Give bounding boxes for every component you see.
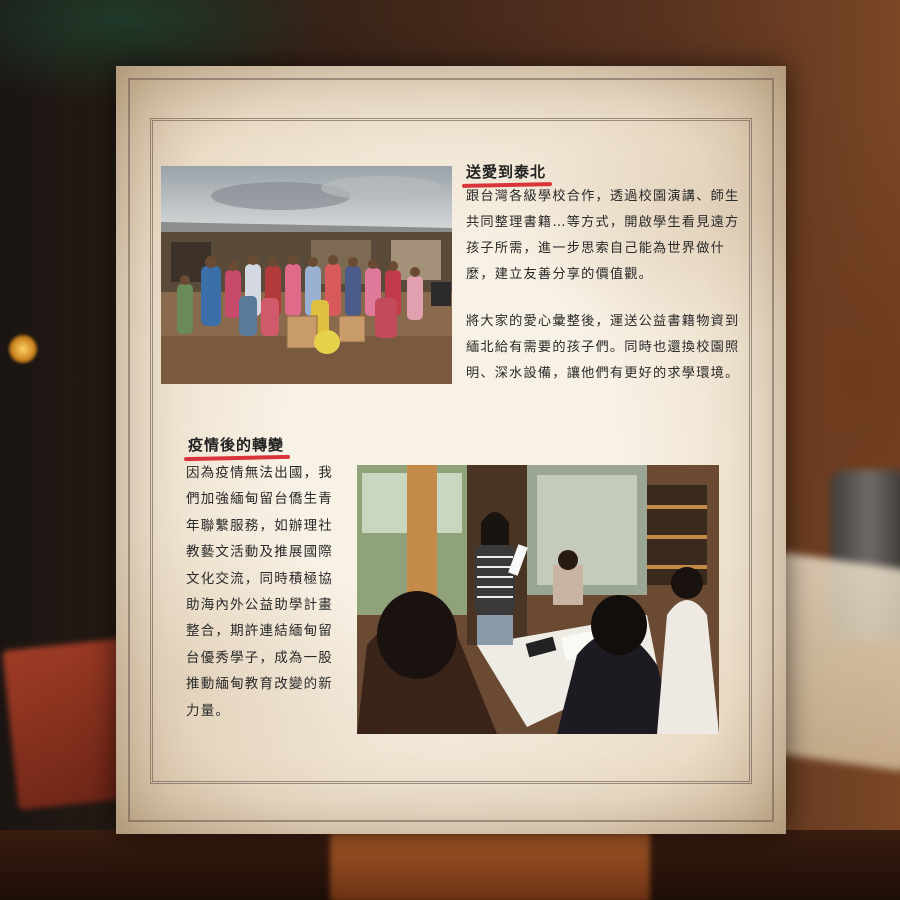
section-title-after-pandemic-text: 疫情後的轉變 [188,436,285,454]
section-title-thailand-text: 送愛到泰北 [466,163,547,181]
section-title-thailand: 送愛到泰北 [461,161,553,188]
paper-card: 送愛到泰北 跟台灣各級學校合作，透過校園演講、師生共同整理書籍…等方式，開啟學生… [116,66,786,834]
photo-children-group [161,166,452,384]
background-lamp-light [8,334,38,364]
section-paragraph-schools: 跟台灣各級學校合作，透過校園演講、師生共同整理書籍…等方式，開啟學生看見遠方孩子… [466,189,740,282]
photo-meeting-room [357,465,719,734]
background-table-book [330,832,650,900]
section-title-after-pandemic: 疫情後的轉變 [183,434,291,462]
paper-frame-outer [128,78,774,822]
section-paragraph-pandemic: 因為疫情無法出國，我們加強緬甸留台僑生青年聯繫服務，如辦理社教藝文活動及推展國際… [186,465,333,719]
paper-frame-inner [150,118,752,784]
section-paragraph-delivery: 將大家的愛心彙整後，運送公益書籍物資到緬北給有需要的孩子們。同時也還換校園照明、… [466,314,740,381]
